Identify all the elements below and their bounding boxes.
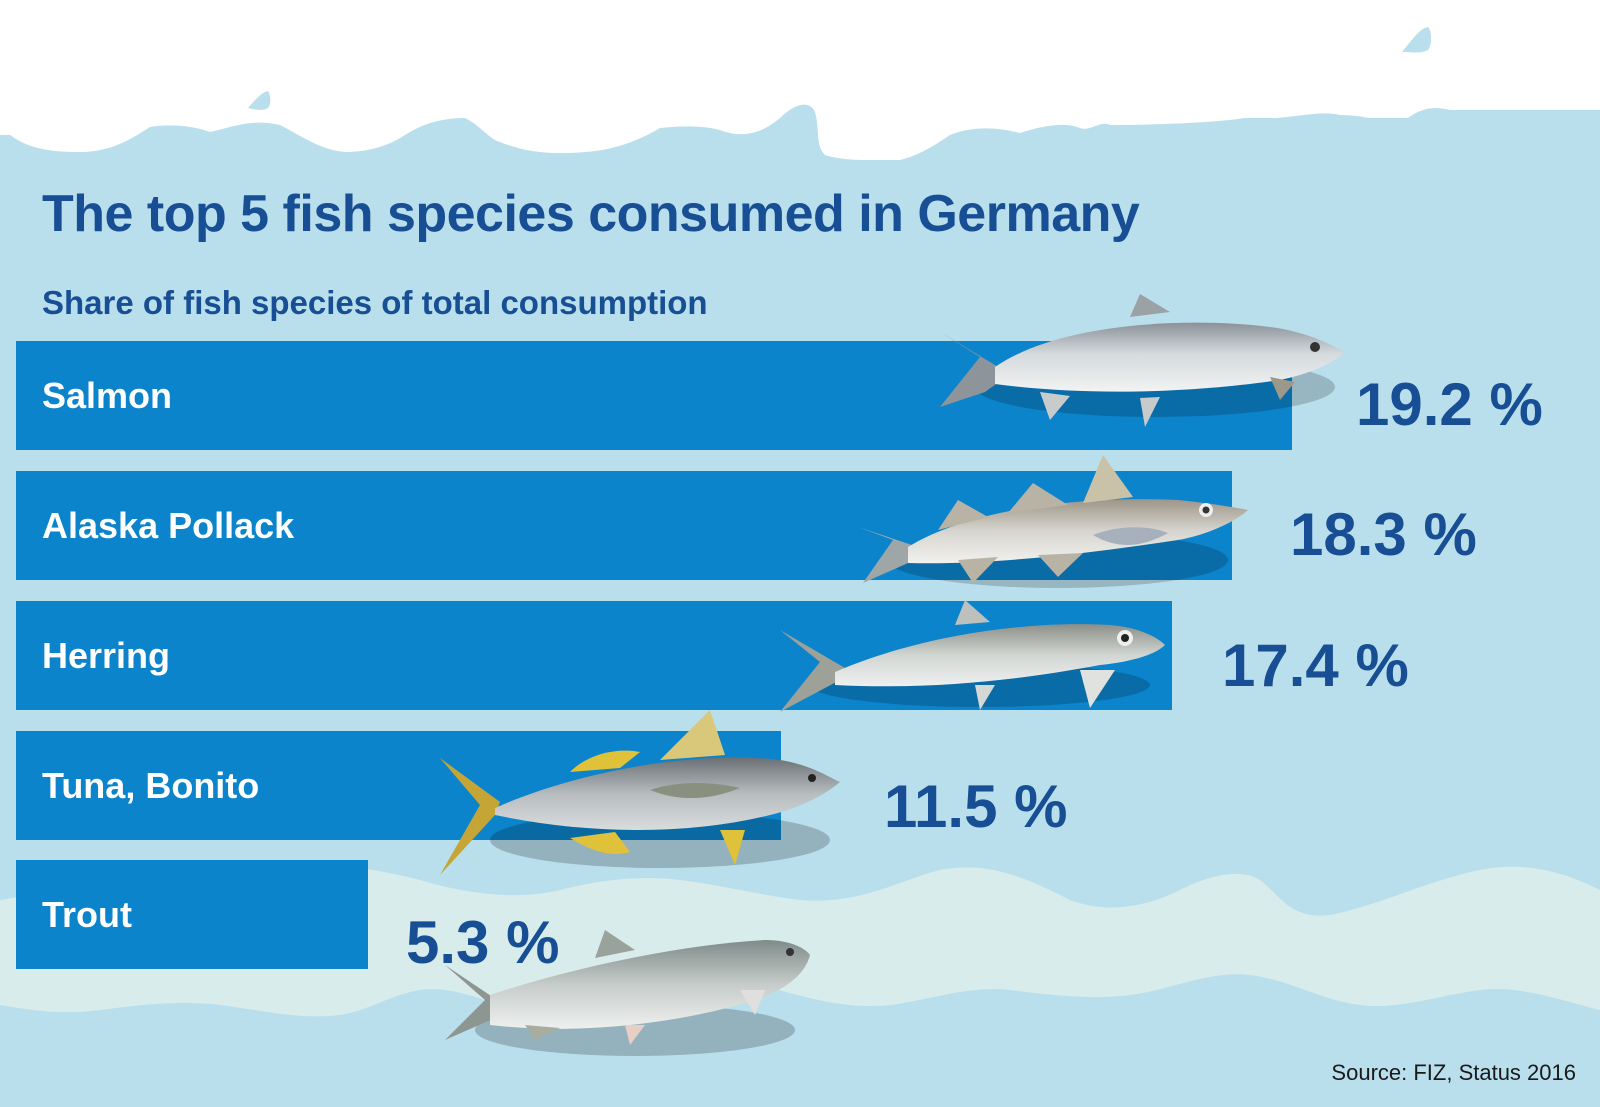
bar-label-herring: Herring (42, 635, 171, 676)
pollack-fish-icon (858, 455, 1248, 588)
value-label-herring: 17.4 % (1222, 632, 1409, 699)
salmon-fish-icon (940, 294, 1345, 427)
bar-trout (16, 860, 368, 969)
value-label-trout: 5.3 % (406, 909, 560, 976)
bar-label-tuna-bonito: Tuna, Bonito (42, 765, 260, 806)
bar-label-salmon: Salmon (42, 375, 173, 416)
bar-label-trout: Trout (42, 894, 132, 935)
chart-subtitle: Share of fish species of total consumpti… (42, 284, 708, 321)
trout-fish-icon (445, 930, 810, 1056)
value-label-salmon: 19.2 % (1356, 371, 1543, 438)
tuna-fish-icon (440, 710, 840, 875)
value-label-alaska-pollack: 18.3 % (1290, 501, 1477, 568)
herring-fish-icon (780, 600, 1165, 712)
bar-label-alaska-pollack: Alaska Pollack (42, 505, 295, 546)
value-label-tuna-bonito: 11.5 % (884, 773, 1068, 840)
chart-title: The top 5 fish species consumed in Germa… (42, 185, 1140, 243)
source-note: Source: FIZ, Status 2016 (1331, 1060, 1576, 1085)
